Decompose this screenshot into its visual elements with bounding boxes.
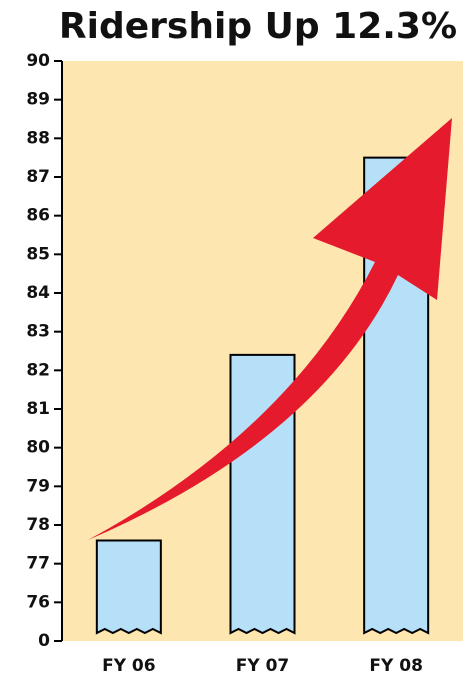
y-tick-label: 80: [26, 438, 50, 458]
y-tick-label: 87: [26, 167, 50, 187]
x-tick-label: FY 06: [102, 656, 156, 676]
y-tick-label: 78: [26, 515, 50, 535]
y-tick-label: 83: [26, 322, 50, 342]
growth-arrow: [88, 118, 452, 540]
x-tick-label: FY 07: [236, 656, 290, 676]
y-tick-label: 81: [26, 399, 50, 419]
y-tick-label: 88: [26, 128, 50, 148]
y-tick-label: 82: [26, 360, 50, 380]
y-tick-label: 89: [26, 90, 50, 110]
y-tick-label: 77: [26, 554, 50, 574]
y-tick-label: 90: [26, 51, 50, 71]
chart-title: Ridership Up 12.3%: [59, 6, 457, 47]
y-tick-label: 79: [26, 476, 50, 496]
y-tick-label: 86: [26, 206, 50, 226]
bar: [95, 539, 162, 635]
y-tick-label: 85: [26, 244, 50, 264]
y-tick-label: 0: [38, 631, 50, 651]
y-tick-label: 76: [26, 592, 50, 612]
x-tick-label: FY 08: [369, 656, 423, 676]
y-tick-label: 84: [26, 283, 50, 303]
